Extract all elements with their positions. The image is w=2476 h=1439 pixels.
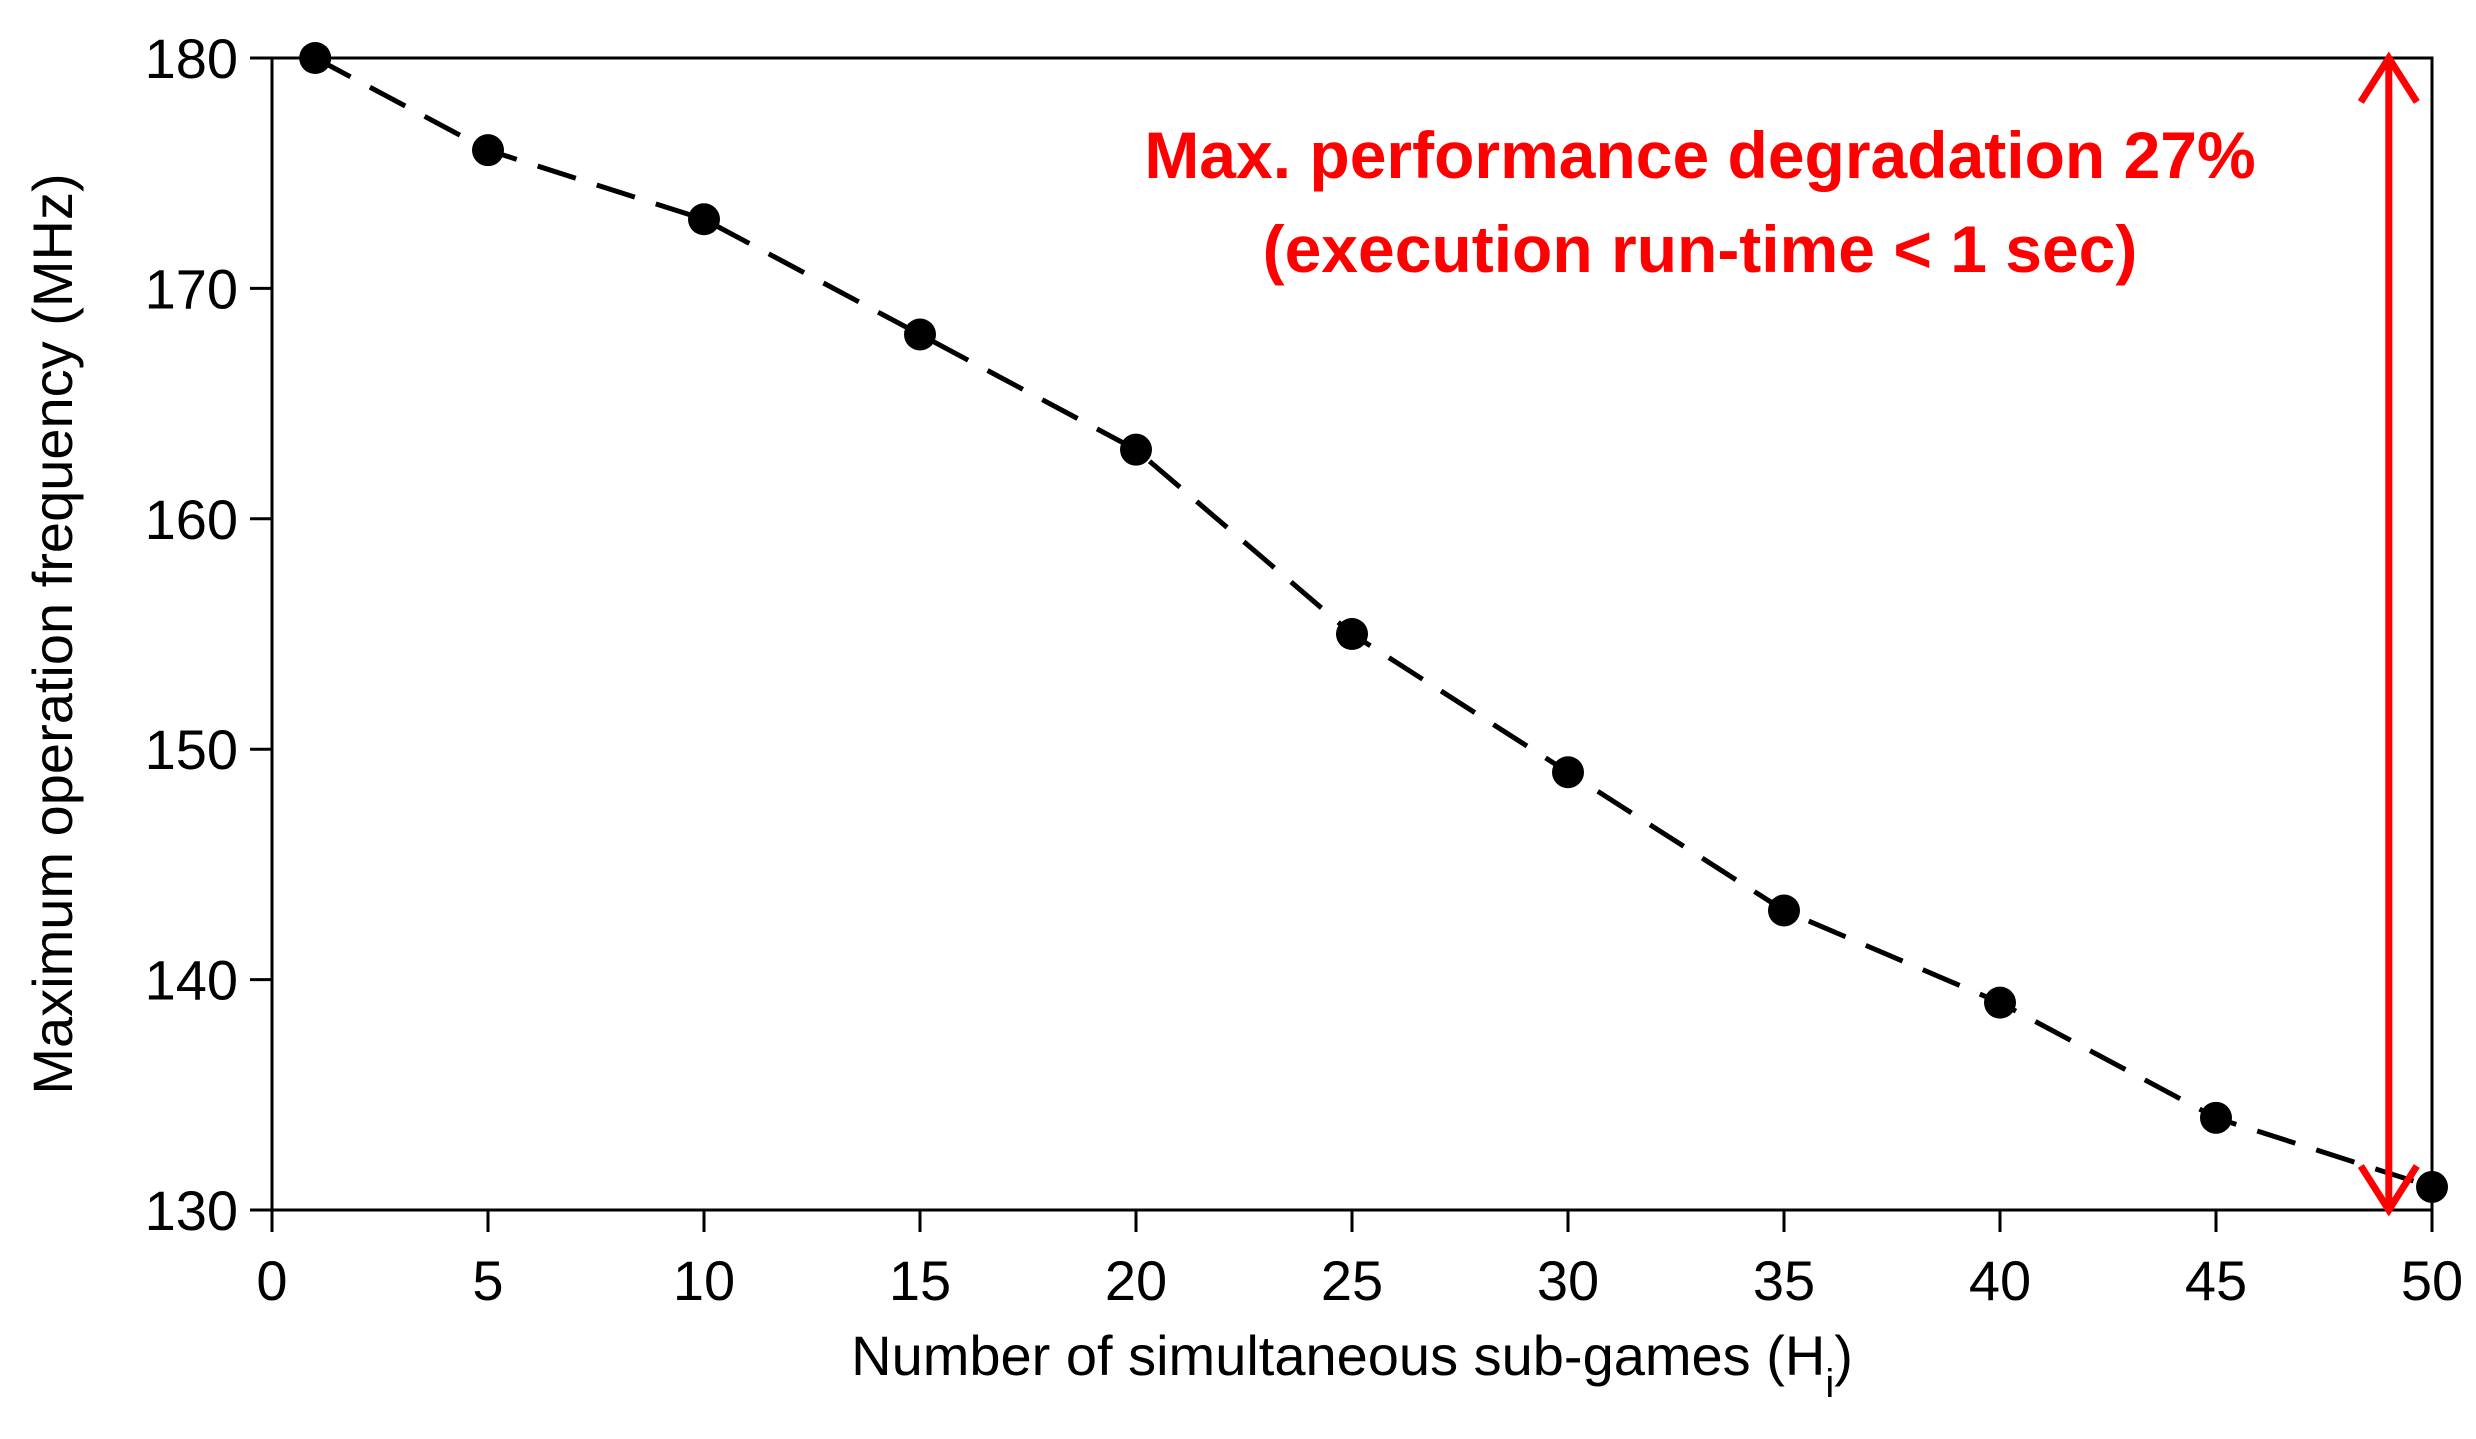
y-tick-label: 140	[145, 949, 238, 1012]
x-tick-label: 50	[2401, 1249, 2463, 1312]
x-axis-ticks: 0 5 10 15 20 25 30 35 40 45 50	[256, 1210, 2463, 1312]
y-tick-label: 150	[145, 718, 238, 781]
data-point	[1336, 618, 1368, 650]
x-tick-label: 20	[1105, 1249, 1167, 1312]
annotation-layer	[2357, 51, 2420, 1217]
x-tick-label: 5	[472, 1249, 503, 1312]
data-point	[688, 203, 720, 236]
y-axis-title: Maximum operation frequency (MHz)	[21, 173, 84, 1094]
x-tick-label: 25	[1321, 1249, 1383, 1312]
data-point	[2416, 1170, 2448, 1203]
series-layer	[299, 42, 2448, 1203]
x-tick-label: 0	[256, 1249, 287, 1312]
data-point	[1768, 894, 1800, 927]
x-tick-label: 45	[2185, 1249, 2247, 1312]
y-axis-ticks: 130 140 150 160 170 180	[145, 27, 272, 1242]
y-tick-label: 130	[145, 1179, 238, 1242]
x-tick-label: 15	[889, 1249, 951, 1312]
data-point	[2200, 1101, 2232, 1134]
x-axis-title-subscript: i	[1825, 1362, 1834, 1406]
data-point	[1552, 756, 1584, 789]
x-axis-title-suffix: )	[1834, 1324, 1853, 1387]
data-point	[1984, 986, 2016, 1019]
annotation-arrow-head-bottom	[2357, 1164, 2420, 1217]
data-point	[299, 42, 332, 74]
annotation-line-1: Max. performance degradation 27%	[1144, 118, 2255, 192]
data-point	[904, 318, 936, 351]
x-axis-title-main: Number of simultaneous sub-games (H	[851, 1324, 1825, 1387]
y-tick-label: 170	[145, 257, 238, 320]
x-tick-label: 40	[1969, 1249, 2031, 1312]
y-tick-label: 160	[145, 488, 238, 551]
x-axis-title: Number of simultaneous sub-games (Hi)	[851, 1324, 1853, 1406]
data-point	[1120, 433, 1152, 466]
x-tick-label: 30	[1537, 1249, 1599, 1312]
y-tick-label: 180	[145, 27, 238, 90]
x-tick-label: 35	[1753, 1249, 1815, 1312]
x-tick-label: 10	[673, 1249, 735, 1312]
data-point	[472, 134, 504, 167]
annotation-arrow-head-top	[2357, 51, 2420, 104]
annotation-line-2: (execution run-time < 1 sec)	[1263, 212, 2138, 286]
